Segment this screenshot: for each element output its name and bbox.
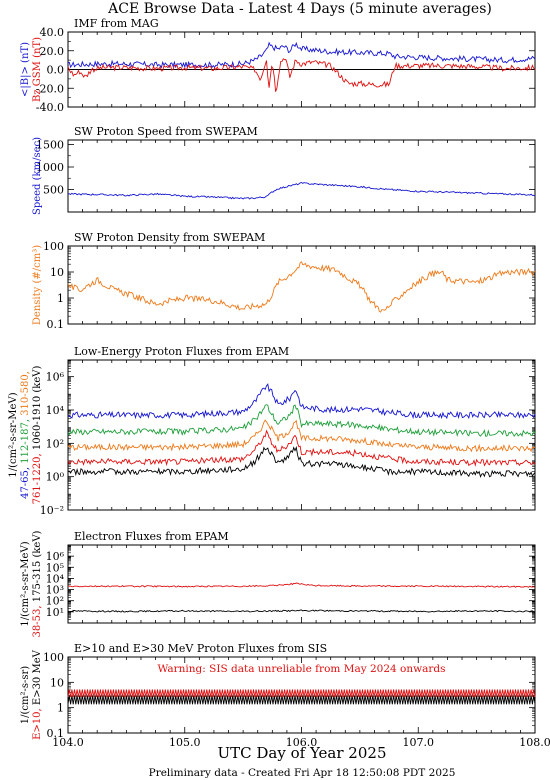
y-tick-label: 100 — [43, 240, 64, 253]
y-tick-label: 10 — [50, 676, 64, 689]
y-tick-label: 10⁵ — [46, 561, 64, 574]
series-line-density-cm — [67, 261, 536, 313]
y-axis-label-part: 310-580, — [20, 371, 31, 416]
panel-proton-fluxes: Low-Energy Proton Fluxes from EPAM 10⁻² 10… — [8, 345, 536, 517]
y-axis-label: 47-65, 112-187, 310-580, — [20, 371, 31, 499]
y-axis-label: Density (#/cm³) — [32, 245, 43, 325]
series-line-b-nt — [67, 41, 536, 69]
panel-electron-fluxes: Electron Fluxes from EPAM 10¹10²10³10⁴10⁵… — [20, 530, 536, 637]
x-tick-label: 107.0 — [403, 736, 435, 749]
y-axis-label-part: 38-53, — [32, 602, 43, 637]
y-tick-label: -40.0 — [36, 101, 64, 114]
x-tick-label: 108.0 — [519, 736, 550, 749]
y-axis-label: E>10, E>30 MeV — [32, 649, 43, 740]
footer-note: Preliminary data - Created Fri Apr 18 12… — [149, 767, 456, 779]
y-axis-label: 38-53, 175-315 (keV) — [32, 530, 43, 637]
y-tick-label: 10⁶ — [46, 550, 65, 563]
panel-title: Low-Energy Proton Fluxes from EPAM — [74, 345, 289, 358]
y-axis-label: Speed (km/sec) — [32, 137, 43, 215]
y-tick-label: 40.0 — [40, 26, 65, 39]
y-tick-label: -20.0 — [36, 82, 64, 95]
x-tick-label: 104.0 — [52, 736, 84, 749]
y-tick-label: 10 — [50, 266, 64, 279]
y-tick-label: 10⁴ — [46, 404, 65, 417]
series-line-e-30 — [67, 695, 536, 705]
series-line-47-65 — [67, 383, 536, 420]
y-tick-label: 10³ — [46, 584, 64, 597]
y-axis-label: 1/(cm²-s-sr) — [20, 666, 31, 725]
y-axis-label-part: 761-1220, — [32, 450, 43, 504]
series-line-bz-gsm-nt — [67, 58, 536, 92]
plot-frame — [67, 139, 536, 213]
y-axis-label-part: 175-315 (keV) — [32, 530, 43, 602]
y-axis-label: 1/(cm²-s-sr-MeV) — [20, 541, 31, 626]
y-tick-label: 1000 — [36, 161, 64, 174]
series-line-112-187 — [67, 404, 536, 438]
y-axis-label-part: 112-187, — [20, 416, 31, 464]
y-axis-label-part: E>30 MeV — [32, 649, 43, 705]
x-axis-label: UTC Day of Year 2025 — [218, 744, 387, 762]
y-axis-label-part: 47-65, — [20, 464, 31, 499]
y-tick-label: 100 — [43, 651, 64, 664]
y-tick-label: 10⁰ — [46, 471, 65, 484]
panel-density: SW Proton Density from SWEPAM 0.1 1 10 100De… — [32, 231, 536, 331]
series-line-38-53 — [67, 582, 536, 588]
y-tick-label: 10² — [46, 595, 64, 608]
y-tick-label: 10⁴ — [46, 572, 65, 585]
y-tick-label: 1500 — [36, 139, 64, 152]
panel-title: IMF from MAG — [74, 17, 159, 30]
y-tick-label: 1 — [57, 702, 64, 715]
warning-annotation: Warning: SIS data unreliable from May 20… — [158, 663, 446, 675]
y-tick-label: 10⁶ — [46, 371, 65, 384]
panel-title: SW Proton Density from SWEPAM — [74, 231, 265, 244]
plot-frame — [67, 245, 536, 325]
series-line-310-580 — [67, 419, 536, 453]
series-line-761-1220 — [67, 429, 536, 467]
y-axis-label-part: 1060-1910 (keV) — [32, 366, 43, 451]
panel-speed: SW Proton Speed from SWEPAM 500 1000 1500Sp… — [32, 125, 536, 215]
series-line-1060-1910 — [67, 445, 536, 478]
figure-title: ACE Browse Data - Latest 4 Days (5 minut… — [107, 1, 492, 17]
y-tick-label: 1 — [57, 292, 64, 305]
y-tick-label: 10⁻² — [40, 504, 64, 517]
y-tick-label: 500 — [43, 184, 64, 197]
y-tick-label: 20.0 — [40, 45, 65, 58]
y-axis-label-part: E>10, — [32, 705, 43, 740]
series-line-e-10 — [67, 689, 536, 698]
plot-frame — [67, 359, 536, 511]
panel-title: SW Proton Speed from SWEPAM — [74, 125, 258, 138]
y-tick-label: 10² — [46, 437, 64, 450]
y-axis-label: <|B|> (nT) — [20, 42, 31, 97]
series-line-speed-km-sec — [67, 182, 536, 200]
y-tick-label: 0.1 — [47, 318, 65, 331]
y-tick-label: 0.0 — [47, 64, 65, 77]
y-axis-label: 761-1220, 1060-1910 (keV) — [32, 366, 43, 505]
x-tick-label: 105.0 — [169, 736, 201, 749]
series-line-175-315 — [67, 609, 536, 613]
x-axis-ticklabels: 104.0 105.0 106.0 107.0 108.0 — [52, 736, 550, 749]
panel-title: E>10 and E>30 MeV Proton Fluxes from SIS — [74, 642, 327, 655]
y-tick-label: 10¹ — [46, 606, 64, 619]
y-tick-label: 0.1 — [47, 727, 65, 740]
y-axis-label: 1/(cm²-s-sr-MeV) — [8, 392, 19, 477]
panel-title: Electron Fluxes from EPAM — [74, 530, 229, 543]
x-tick-label: 106.0 — [286, 736, 318, 749]
panel-sis-fluxes: E>10 and E>30 MeV Proton Fluxes from SIS… — [20, 642, 536, 740]
panel-imf: IMF from MAG -40.0 -20.0 0.0 20.0 40.0 <|B|> (… — [20, 17, 536, 114]
y-axis-label: Bz GSM (nT) — [32, 37, 43, 102]
